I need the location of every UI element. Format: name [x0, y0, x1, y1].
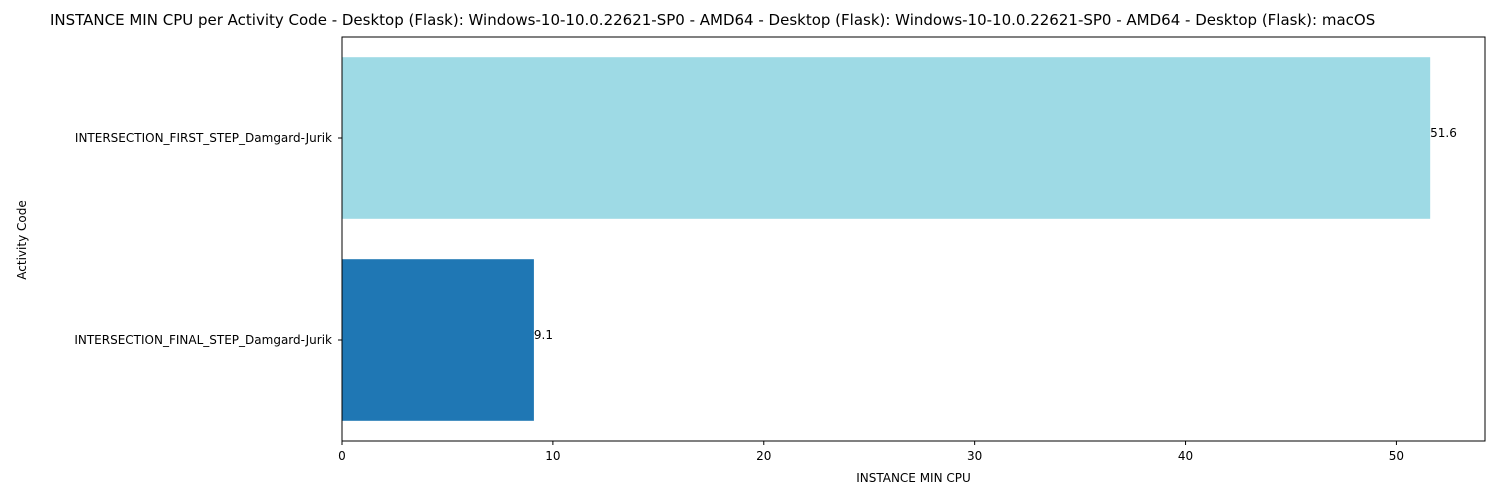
data-labels: 51.6 9.1: [534, 126, 1457, 342]
x-tick-label: 30: [967, 449, 982, 463]
bar: [342, 57, 1431, 219]
x-tick-label: 0: [338, 449, 346, 463]
y-axis-ticks: INTERSECTION_FIRST_STEP_Damgard-Jurik INT…: [74, 131, 342, 347]
y-tick-label: INTERSECTION_FINAL_STEP_Damgard-Jurik: [74, 333, 332, 347]
x-tick-label: 40: [1178, 449, 1193, 463]
bar: [342, 259, 534, 421]
y-axis-label: Activity Code: [15, 200, 29, 279]
bars-layer: [342, 57, 1431, 421]
data-label: 51.6: [1430, 126, 1457, 140]
x-tick-label: 10: [545, 449, 560, 463]
x-tick-label: 20: [756, 449, 771, 463]
chart-title: INSTANCE MIN CPU per Activity Code - Des…: [50, 11, 1375, 29]
plot-frame: [341, 36, 1486, 442]
data-label: 9.1: [534, 328, 553, 342]
x-axis-label: INSTANCE MIN CPU: [856, 471, 971, 485]
y-tick-label: INTERSECTION_FIRST_STEP_Damgard-Jurik: [75, 131, 332, 145]
x-axis-ticks: 0 10 20 30 40 50: [338, 441, 1404, 463]
x-tick-label: 50: [1389, 449, 1404, 463]
